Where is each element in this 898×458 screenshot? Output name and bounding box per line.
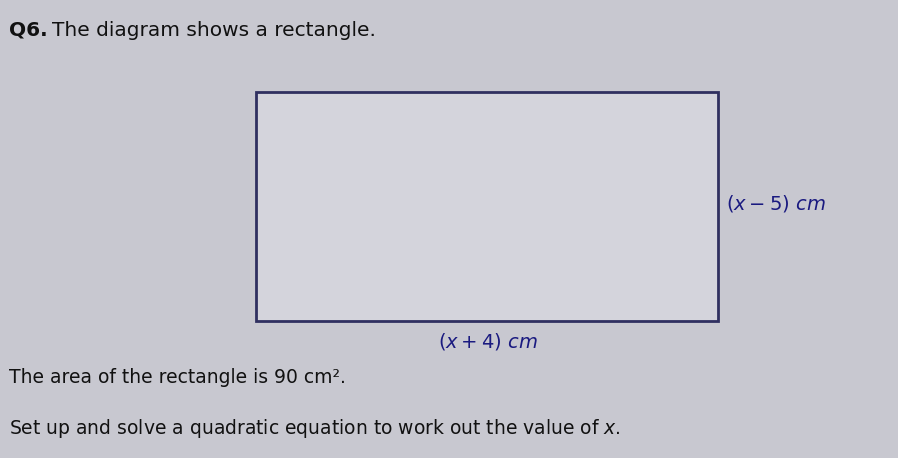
Text: $(x+4)$ cm: $(x+4)$ cm xyxy=(438,331,537,352)
Bar xyxy=(256,92,718,321)
Text: The diagram shows a rectangle.: The diagram shows a rectangle. xyxy=(52,21,376,39)
Text: $(x-5)$ cm: $(x-5)$ cm xyxy=(726,193,825,214)
Text: Q6.: Q6. xyxy=(9,21,48,39)
Text: The area of the rectangle is 90 cm².: The area of the rectangle is 90 cm². xyxy=(9,368,346,387)
Text: Set up and solve a quadratic equation to work out the value of $x$.: Set up and solve a quadratic equation to… xyxy=(9,417,621,440)
